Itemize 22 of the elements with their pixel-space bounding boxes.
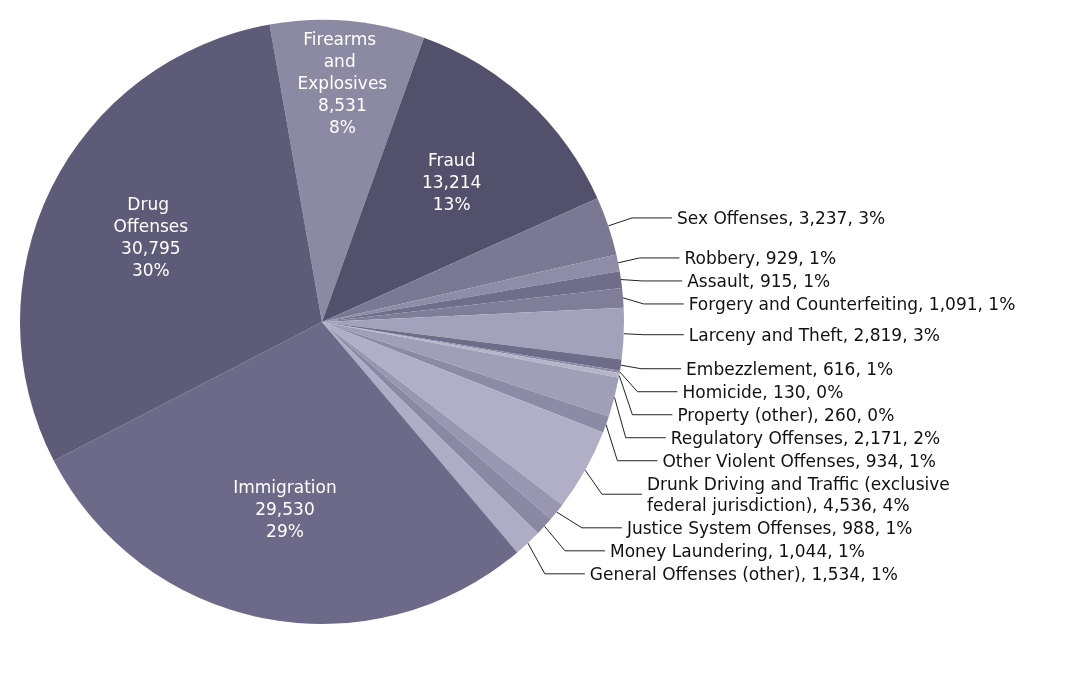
- slice-label: Robbery, 929, 1%: [684, 247, 837, 268]
- slice-label: Drunk Driving and Traffic (exclusive federal jurisdiction), 4,536, 4%: [646, 473, 956, 515]
- slice-label: Homicide, 130, 0%: [682, 381, 844, 402]
- slice-label: Justice System Offenses, 988, 1%: [625, 517, 913, 538]
- data-label: 13,214 13%: [421, 171, 482, 214]
- slice-label: Immigration: [233, 477, 337, 498]
- slice-label: Property (other), 260, 0%: [677, 404, 895, 425]
- data-label: 8,531 8%: [318, 94, 367, 137]
- slice-label: Embezzlement, 616, 1%: [686, 358, 894, 379]
- slice-label: Firearms and Explosives: [297, 28, 388, 93]
- data-label: 29,530 29%: [255, 499, 315, 542]
- slice-label: Forgery and Counterfeiting, 1,091, 1%: [688, 293, 1016, 314]
- slice-label: Larceny and Theft, 2,819, 3%: [688, 324, 940, 345]
- slice-label: Other Violent Offenses, 934, 1%: [662, 450, 937, 471]
- slice-label: Sex Offenses, 3,237, 3%: [677, 207, 886, 228]
- data-label: 30,795 30%: [121, 238, 181, 281]
- slice-label: Money Laundering, 1,044, 1%: [610, 540, 865, 561]
- slice-label: Assault, 915, 1%: [687, 270, 831, 291]
- slice-label: Drug Offenses: [113, 194, 189, 237]
- slice-label: General Offenses (other), 1,534, 1%: [589, 563, 898, 584]
- slice-label: Regulatory Offenses, 2,171, 2%: [670, 427, 941, 448]
- slice-label: Fraud: [427, 149, 476, 170]
